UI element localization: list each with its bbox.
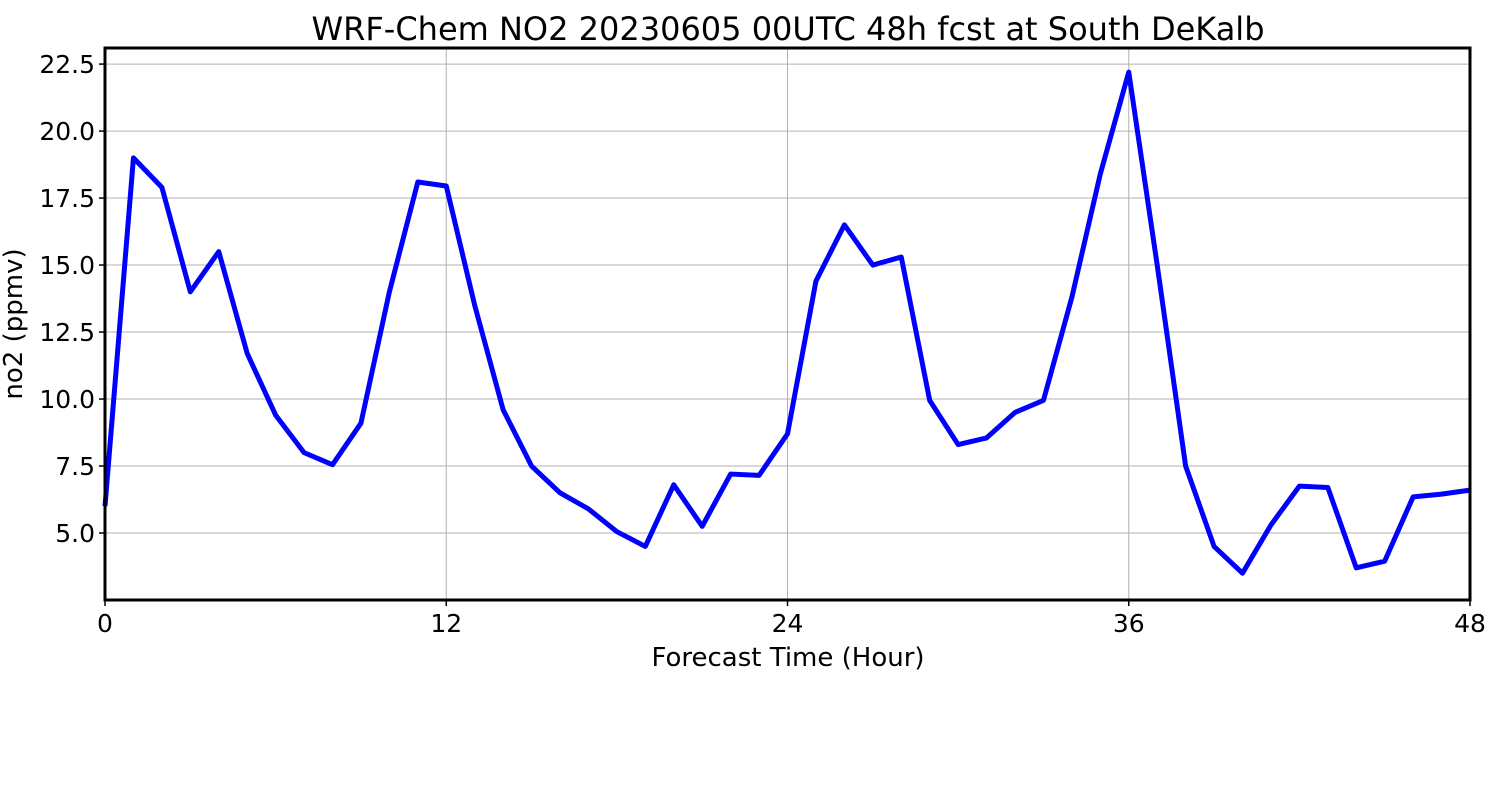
y-tick-label: 20.0: [39, 117, 95, 146]
x-tick-label: 24: [772, 609, 804, 638]
x-tick-label: 36: [1113, 609, 1145, 638]
y-tick-label: 15.0: [39, 251, 95, 280]
y-tick-label: 12.5: [39, 318, 95, 347]
x-tick-label: 0: [97, 609, 113, 638]
y-tick-label: 5.0: [55, 519, 95, 548]
y-tick-label: 7.5: [55, 452, 95, 481]
y-axis-label: no2 (ppmv): [0, 248, 29, 399]
series-layer: [102, 69, 1471, 576]
y-tick-label: 22.5: [39, 50, 95, 79]
chart-title: WRF-Chem NO2 20230605 00UTC 48h fcst at …: [312, 10, 1265, 48]
y-tick-label: 17.5: [39, 184, 95, 213]
y-tick-label: 10.0: [39, 385, 95, 414]
y-axis-ticks: 5.0 7.5 10.0 12.5 15.0 17.5 20.0 22.5: [39, 50, 105, 548]
x-tick-label: 12: [430, 609, 462, 638]
series-line-0: [102, 69, 1471, 576]
x-axis-label: Forecast Time (Hour): [651, 643, 924, 673]
x-tick-label: 48: [1454, 609, 1486, 638]
x-axis-ticks: 0 12 24 36 48: [97, 600, 1486, 638]
